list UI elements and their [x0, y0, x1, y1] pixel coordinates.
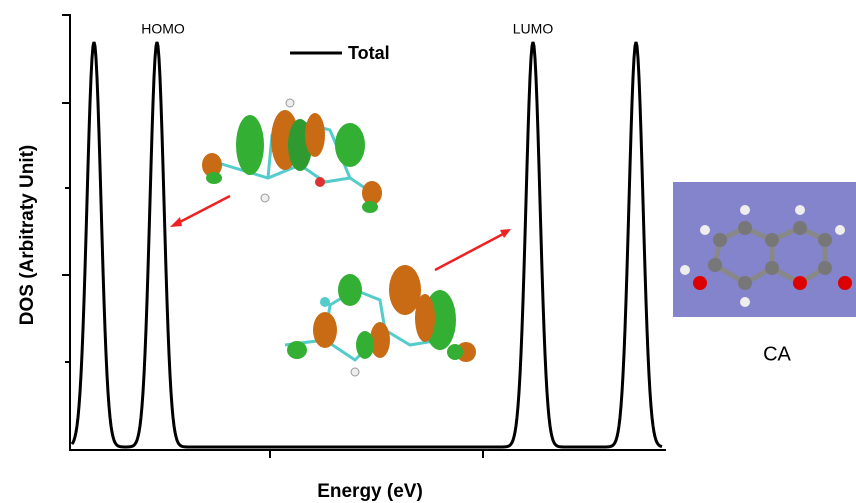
x-axis-label: Energy (eV) — [317, 481, 423, 502]
annotation: HOMO — [141, 21, 185, 37]
chart: Energy (eV) DOS (Arbitraty Unit) HOMO LU… — [0, 0, 856, 503]
molecule-label: CA — [763, 343, 791, 365]
dos-curve — [72, 42, 662, 447]
molecule-image — [673, 182, 856, 317]
y-axis-label: DOS (Arbitraty Unit) — [17, 145, 38, 326]
legend-label: Total — [348, 43, 390, 63]
annotation: LUMO — [513, 21, 554, 37]
lumo-orbital — [285, 265, 476, 376]
